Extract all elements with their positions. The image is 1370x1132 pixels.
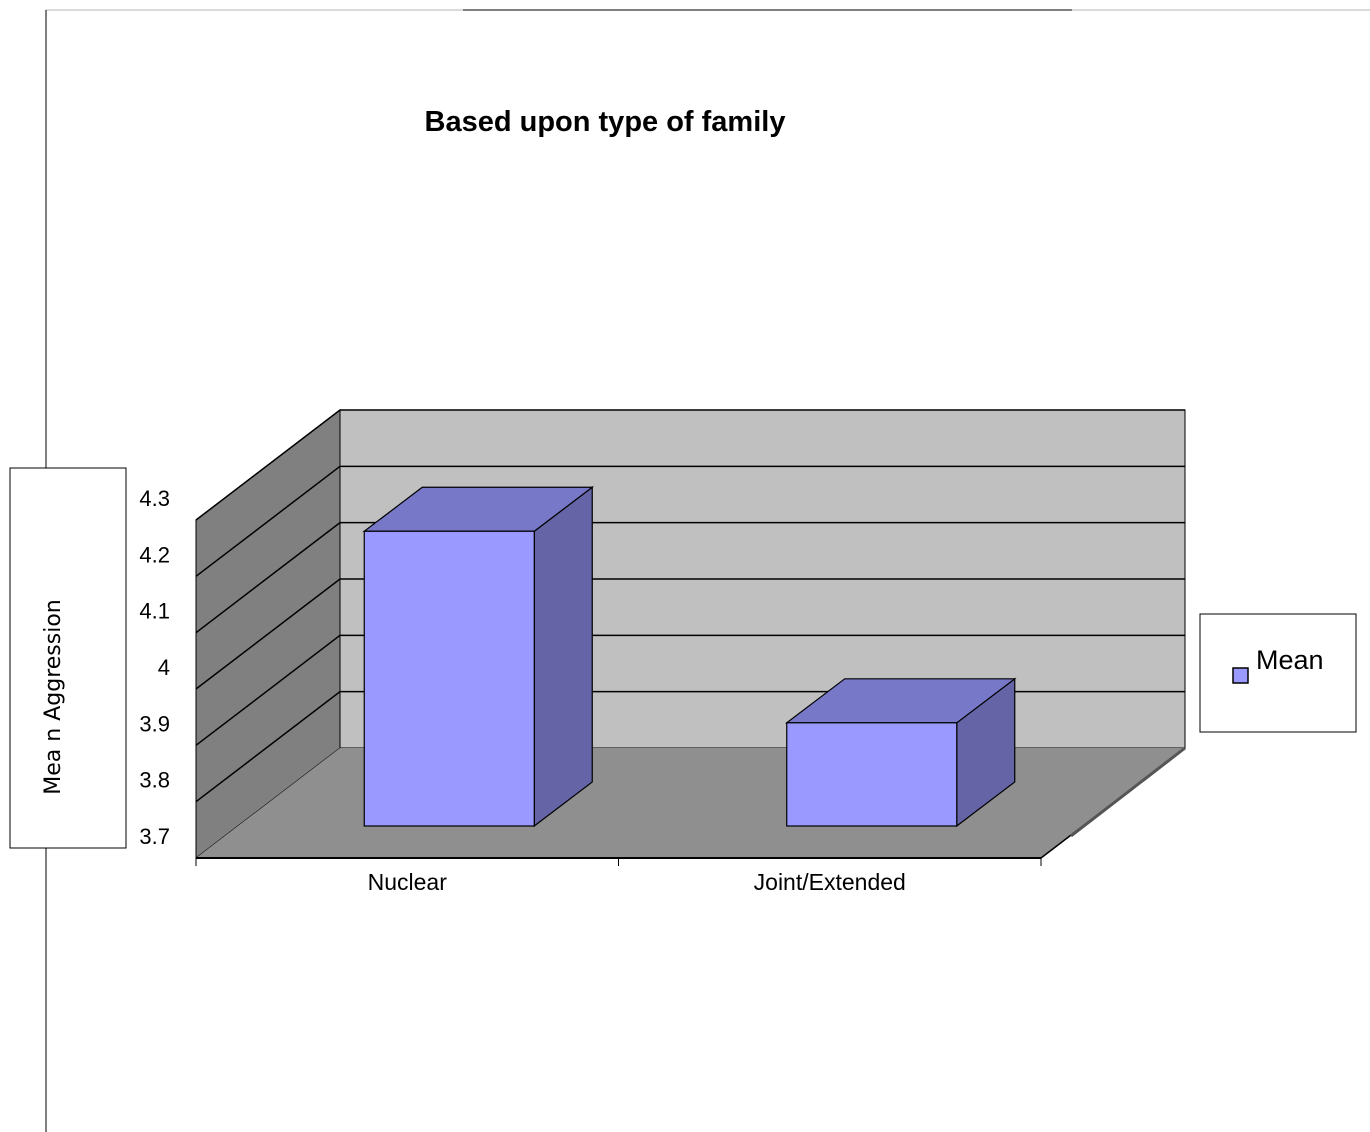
floor-edge-shadow <box>1070 746 1186 838</box>
x-tick-label: Nuclear <box>368 869 448 895</box>
floor <box>196 748 1185 858</box>
bar-side <box>533 486 593 828</box>
gridline <box>195 578 1185 690</box>
bar <box>786 722 958 827</box>
gridline <box>195 465 1185 577</box>
plot-area: 3.7 3.8 3.9 4 4.1 4.2 4.3 Nuclear Joint/Extended <box>139 408 1186 895</box>
gridline <box>195 634 1185 746</box>
legend-swatch <box>1232 667 1249 684</box>
legend-label: Mean <box>1256 645 1324 675</box>
gridline <box>195 409 1185 521</box>
y-tick-label: 4.3 <box>139 486 170 511</box>
y-tick-label: 3.8 <box>139 768 170 793</box>
y-tick-label: 3.7 <box>139 824 170 849</box>
y-tick-label: 4.2 <box>139 542 170 567</box>
y-axis-title: Mea n Aggression <box>41 599 66 794</box>
gridline <box>195 521 1185 634</box>
y-tick-label: 4 <box>158 655 170 680</box>
y-tick-label: 4.1 <box>139 599 170 624</box>
x-tick-label: Joint/Extended <box>754 869 906 895</box>
y-axis-title-box <box>9 467 127 849</box>
y-tick-label: 3.9 <box>139 711 170 736</box>
legend-box <box>1199 613 1357 733</box>
bar <box>363 530 535 827</box>
chart-title: Based upon type of family <box>425 106 786 138</box>
